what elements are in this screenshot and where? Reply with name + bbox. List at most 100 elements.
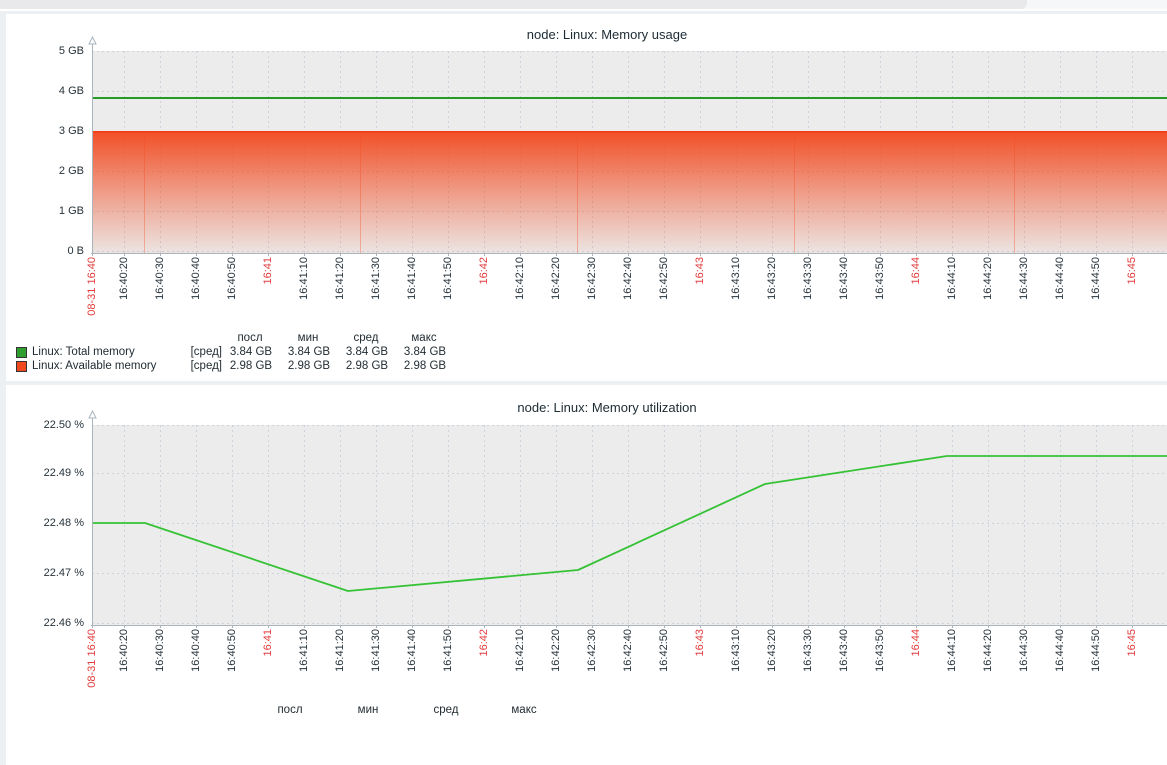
x-axis-tick-label: 16:40:20 [118,629,130,672]
x-axis-tick-label: 16:41:40 [406,257,418,300]
y-axis-tick-label: 1 GB [58,205,84,217]
x-axis-tick-label: 16:41:40 [406,629,418,672]
legend-header-row: посл мин сред макс [16,703,563,717]
x-axis-tick-label: 16:41:10 [298,257,310,300]
x-axis-tick-label: 16:43:50 [874,257,886,300]
memory-usage-graph-panel: node: Linux: Memory usage 5 GB 4 GB 3 GB 2 G… [6,14,1167,381]
x-axis-tick-label: 16:41:30 [370,629,382,672]
x-axis-tick-label: 16:41:30 [370,257,382,300]
y-axis-tick-label: 5 GB [58,45,84,57]
legend-stat-header: посл [277,704,303,716]
x-axis-tick-label: 16:42:50 [658,257,670,300]
legend-color-swatch [16,360,27,372]
y-axis-tick-label: 0 B [67,245,84,257]
legend: посл мин сред макс Linux: Total memory [сред]… [16,331,454,373]
x-axis-tick-label: 16:44:10 [946,257,958,300]
y-axis-tick-label: 22.48 % [43,517,84,529]
x-axis-tick-label: 16:42 [478,629,490,657]
toolbar-strip [0,0,1027,9]
x-axis-tick-label: 16:44:50 [1090,629,1102,672]
memory-usage-graph[interactable]: node: Linux: Memory usage 5 GB 4 GB 3 GB 2 G… [6,14,1167,381]
x-axis-tick-label: 16:42:10 [514,257,526,300]
x-axis-tick-label: 16:44:40 [1054,257,1066,300]
y-axis-tick-label: 3 GB [58,125,84,137]
legend-item-name: Linux: Total memory [32,346,135,358]
x-axis-tick-label: 16:42:20 [550,257,562,300]
x-axis-tick-label: 16:43 [694,257,706,285]
x-axis-tick-label: 16:45 [1126,257,1138,285]
legend-stat-header: макс [411,332,437,344]
x-axis-tick-label: 16:42:10 [514,629,526,672]
x-axis-tick-label: 16:43:50 [874,629,886,672]
x-axis-tick-label: 08-31 16:40 [86,257,98,316]
x-axis-tick-label: 16:40:20 [118,257,130,300]
x-axis-tick-label: 16:42:30 [586,629,598,672]
legend-color-swatch [16,346,27,358]
legend-row: Linux: Total memory [сред] 3.84 GB 3.84 GB 3… [16,345,454,359]
x-axis-tick-label: 16:43:10 [730,629,742,672]
x-axis-tick-label: 16:43:40 [838,257,850,300]
legend: посл мин сред макс [16,703,563,717]
legend-stat-value: 3.84 GB [403,346,447,358]
x-axis-tick-label: 16:43 [694,629,706,657]
divider [0,9,1167,11]
x-axis-tick-label: 16:44:30 [1018,257,1030,300]
graphs-list: node: Linux: Memory usage 5 GB 4 GB 3 GB 2 G… [6,14,1167,765]
x-axis-tick-label: 16:44:20 [982,257,994,300]
x-axis-tick-label: 16:42:40 [622,629,634,672]
x-axis-tick-label: 16:43:40 [838,629,850,672]
chart-title: node: Linux: Memory utilization [517,400,697,415]
x-axis-tick-label: 16:44:30 [1018,629,1030,672]
plot-area[interactable] [6,385,1167,645]
legend-stat-header: макс [511,704,537,716]
x-axis-tick-label: 16:45 [1126,629,1138,657]
legend-stat-value: 3.84 GB [229,346,273,358]
top-toolbar-remnant [0,0,1167,9]
x-axis-tick-label: 16:42:40 [622,257,634,300]
y-axis-tick-label: 22.46 % [43,617,84,629]
x-axis-tick-label: 16:40:30 [154,257,166,300]
x-axis-tick-label: 16:41:20 [334,629,346,672]
y-axis-tick-label: 2 GB [58,165,84,177]
x-axis-tick-label: 16:40:40 [190,257,202,300]
legend-stat-header: сред [353,332,379,344]
x-axis-tick-label: 16:44:10 [946,629,958,672]
legend-aggregation-label: [сред] [190,360,222,372]
x-axis-tick-label: 16:43:10 [730,257,742,300]
memory-utilization-graph-panel: node: Linux: Memory utilization 22.50 % 22… [6,385,1167,765]
legend-stat-header: мин [297,332,319,344]
legend-stat-value: 3.84 GB [345,346,389,358]
x-axis-tick-label: 16:44:50 [1090,257,1102,300]
x-axis-tick-label: 16:41:20 [334,257,346,300]
legend-stat-value: 2.98 GB [403,360,447,372]
memory-utilization-graph[interactable]: node: Linux: Memory utilization 22.50 % 22… [6,385,1167,765]
plot-area[interactable] [6,14,1167,274]
chart-title: node: Linux: Memory usage [526,27,688,42]
x-axis-tick-label: 16:40:50 [226,629,238,672]
legend-item-name: Linux: Available memory [32,360,157,372]
legend-stat-value: 2.98 GB [287,360,331,372]
x-axis-tick-label: 16:40:40 [190,629,202,672]
legend-stat-value: 3.84 GB [287,346,331,358]
y-axis-tick-label: 4 GB [58,85,84,97]
legend-stat-value: 2.98 GB [345,360,389,372]
x-axis-tick-label: 16:44:20 [982,629,994,672]
legend-stat-header: сред [433,704,459,716]
x-axis-tick-label: 16:43:20 [766,629,778,672]
x-axis-tick-label: 16:42 [478,257,490,285]
y-axis-tick-label: 22.50 % [43,419,84,431]
x-axis-tick-label: 16:41:50 [442,629,454,672]
x-axis-tick-label: 16:41 [262,629,274,657]
x-axis-tick-label: 16:43:20 [766,257,778,300]
y-axis-tick-label: 22.47 % [43,567,84,579]
x-axis-tick-label: 16:44:40 [1054,629,1066,672]
legend-row: Linux: Available memory [сред] 2.98 GB 2.98… [16,359,454,373]
y-axis-tick-label: 22.49 % [43,467,84,479]
legend-stat-header: мин [357,704,379,716]
x-axis-tick-label: 08-31 16:40 [86,629,98,688]
x-axis-tick-label: 16:42:30 [586,257,598,300]
x-axis-tick-label: 16:41 [262,257,274,285]
legend-stat-value: 2.98 GB [229,360,273,372]
x-axis-tick-label: 16:40:30 [154,629,166,672]
x-axis-tick-label: 16:43:30 [802,629,814,672]
